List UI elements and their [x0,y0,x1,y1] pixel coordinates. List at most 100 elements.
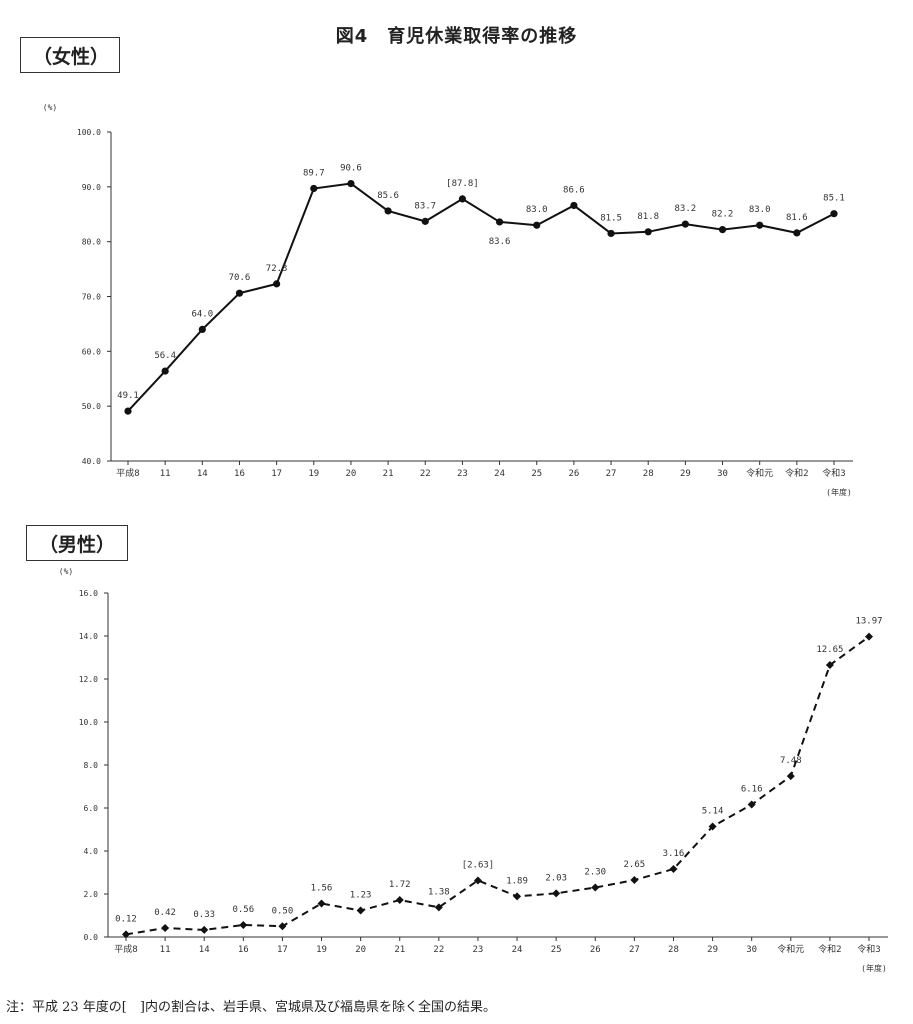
male-x-tick-label: 平成8 [114,943,137,955]
male-data-label: 0.42 [154,908,176,918]
female-y-tick-label: 40.0 [82,457,101,466]
male-data-label: 3.16 [663,849,685,859]
female-x-tick-label: 16 [234,469,245,479]
female-x-unit: (年度) [826,487,852,497]
male-x-tick-label: 令和元 [777,943,804,955]
male-chart: 0.0 2.0 4.0 6.0 8.0 10.0 12.0 14.0 16.0 (%) 平成8 11 1… [59,567,888,973]
male-x-tick-label: 29 [707,945,718,955]
male-x-tick-label: 11 [160,945,171,955]
female-x-tick-label: 平成8 [116,467,139,479]
female-x-tick-label: 28 [643,469,654,479]
female-x-tick-label: 25 [531,469,542,479]
male-y-tick-label: 14.0 [79,632,98,641]
female-data-label: 70.6 [229,273,251,283]
female-point [830,210,838,218]
male-data-label: 2.65 [624,860,646,870]
male-data-label: 12.65 [816,645,843,655]
female-data-label: 83.2 [675,204,697,214]
female-x-tick-label: 令和2 [785,467,808,479]
female-point [235,289,244,297]
female-data-label: 56.4 [154,351,176,361]
male-y-tick-label: 0.0 [84,933,99,942]
female-point [681,220,689,228]
female-x-tick-label: 14 [197,469,208,479]
male-point [591,883,600,892]
female-point [793,229,801,237]
male-x-tick-label: 28 [668,945,679,955]
female-y-tick-label: 90.0 [82,183,101,192]
male-data-label: 1.38 [428,887,450,897]
female-data-label: 89.7 [303,168,325,178]
female-data-label: 64.0 [191,309,213,319]
female-point [161,367,169,375]
male-x-tick-label: 25 [551,945,562,955]
male-x-tick-label: 14 [199,945,210,955]
female-y-tick-label: 60.0 [82,347,101,356]
male-point [317,899,326,908]
female-panel-label: （女性） [20,37,120,73]
female-data-label: [87.8] [446,179,479,189]
male-point [122,930,130,939]
female-x-tick-label: 20 [346,469,357,479]
female-point [421,217,429,225]
female-y-unit: (%) [43,103,57,112]
male-y-tick-label: 16.0 [79,589,98,598]
male-data-label: 13.97 [855,617,882,627]
male-data-label: [2.63] [462,860,495,870]
male-x-tick-label: 16 [238,945,249,955]
female-x-tick-label: 23 [457,469,468,479]
female-data-label: 83.7 [414,201,436,211]
female-point [718,226,727,234]
male-panel-label: （男性） [26,525,128,561]
female-data-label: 83.0 [526,205,548,215]
female-data-label: 49.1 [117,391,139,401]
male-data-label: 1.23 [350,891,372,901]
male-x-tick-label: 17 [277,945,288,955]
female-y-tick-label: 100.0 [77,128,101,137]
male-y-tick-label: 10.0 [79,718,98,727]
male-data-label: 1.72 [389,880,411,890]
male-data-label: 0.33 [193,910,215,920]
female-point [533,221,541,229]
female-x-tick-label: 22 [420,469,431,479]
male-x-tick-label: 21 [394,945,405,955]
male-point [513,892,522,901]
male-x-tick-label: 26 [590,945,601,955]
female-chart: 40.0 50.0 60.0 70.0 80.0 90.0 100.0 (%) 平成8 11 14 1… [43,103,853,497]
female-point [310,184,318,193]
male-x-unit: (年度) [861,963,887,973]
male-point [278,922,287,931]
male-point [747,800,756,809]
male-data-label: 0.56 [232,905,254,915]
female-data-label: 81.8 [637,212,659,222]
female-data-label: 85.1 [823,194,845,204]
female-point [384,207,392,215]
female-x-tick-label: 令和3 [822,467,845,479]
female-series-line [127,182,835,412]
female-point [495,218,504,226]
male-data-label: 1.56 [311,883,333,893]
female-x-tick-label: 24 [494,469,505,479]
male-x-tick-label: 30 [746,945,757,955]
male-data-label: 1.89 [506,876,528,886]
female-point [198,325,206,333]
male-data-label: 0.50 [272,906,294,916]
female-x-tick-label: 11 [160,469,171,479]
female-data-label: 72.3 [266,264,288,274]
female-point [644,228,652,236]
female-y-tick-label: 50.0 [82,402,101,411]
male-data-label: 2.30 [584,868,606,878]
female-data-label: 83.6 [489,237,511,247]
male-point [200,925,209,934]
female-x-tick-label: 27 [606,469,617,479]
male-x-tick-label: 令和2 [818,943,841,955]
male-y-tick-label: 6.0 [84,804,99,813]
male-point [239,920,248,929]
female-point [458,195,467,203]
female-x-tick-label: 21 [383,469,394,479]
male-y-tick-label: 12.0 [79,675,98,684]
male-data-label: 5.14 [702,806,724,816]
male-point [630,876,639,885]
page-title: 図4 育児休業取得率の推移 [335,26,578,47]
male-y-unit: (%) [59,567,73,576]
